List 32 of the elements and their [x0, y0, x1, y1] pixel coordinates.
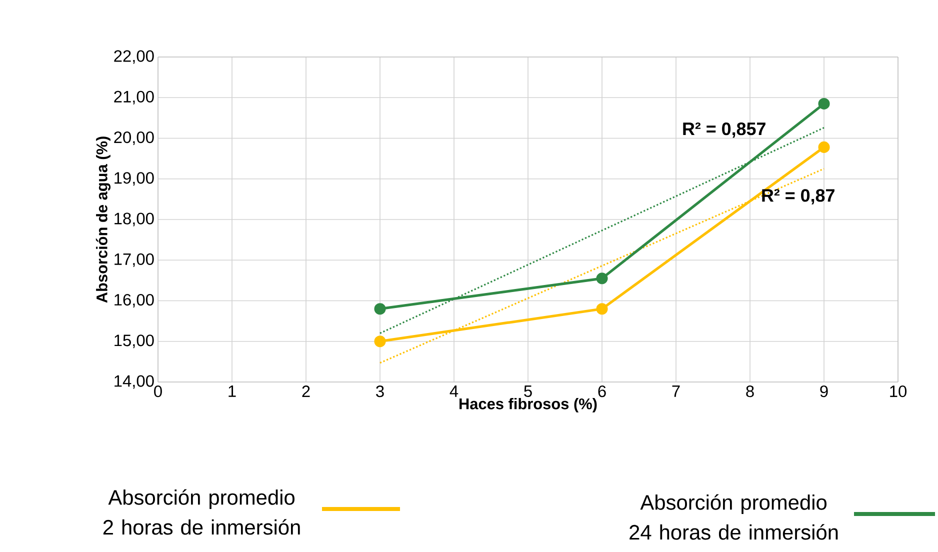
y-axis-title: Absorción de agua (%) — [96, 136, 110, 303]
y-tick-label: 14,00 — [114, 375, 154, 389]
point — [374, 336, 386, 348]
annotation: R² = 0,87 — [762, 189, 834, 204]
x-tick-label: 10 — [890, 386, 907, 398]
x-axis-title: Haces fibrosos (%) — [460, 398, 597, 412]
legend-label: Absorción promedio 24 horas de inmersión — [630, 494, 838, 540]
y-tick-label: 17,00 — [114, 253, 154, 267]
x-tick-label: 7 — [672, 386, 680, 397]
x-tick-label: 6 — [598, 386, 606, 398]
y-tick-label: 22,00 — [114, 50, 154, 64]
point — [374, 303, 386, 315]
x-tick-label: 3 — [376, 386, 384, 398]
annotation: R² = 0,857 — [683, 122, 766, 138]
y-tick-label: 18,00 — [114, 212, 154, 226]
y-tick-label: 20,00 — [114, 131, 154, 146]
point — [818, 141, 830, 153]
x-tick-label: 9 — [820, 386, 828, 398]
x-tick-label: 0 — [154, 386, 162, 398]
point — [596, 272, 608, 284]
legend-label: Absorción promedio 2 horas de inmersión — [103, 489, 300, 535]
y-tick-label: 19,00 — [114, 172, 154, 186]
x-tick-label: 8 — [746, 386, 754, 398]
y-tick-label: 21,00 — [114, 90, 154, 104]
x-tick-label: 1 — [228, 386, 236, 397]
point — [818, 98, 830, 110]
x-tick-label: 4 — [450, 386, 458, 397]
y-tick-label: 16,00 — [114, 294, 154, 308]
x-tick-label: 5 — [524, 386, 532, 397]
point — [596, 303, 608, 315]
x-tick-label: 2 — [302, 386, 310, 397]
y-tick-label: 15,00 — [114, 334, 154, 348]
